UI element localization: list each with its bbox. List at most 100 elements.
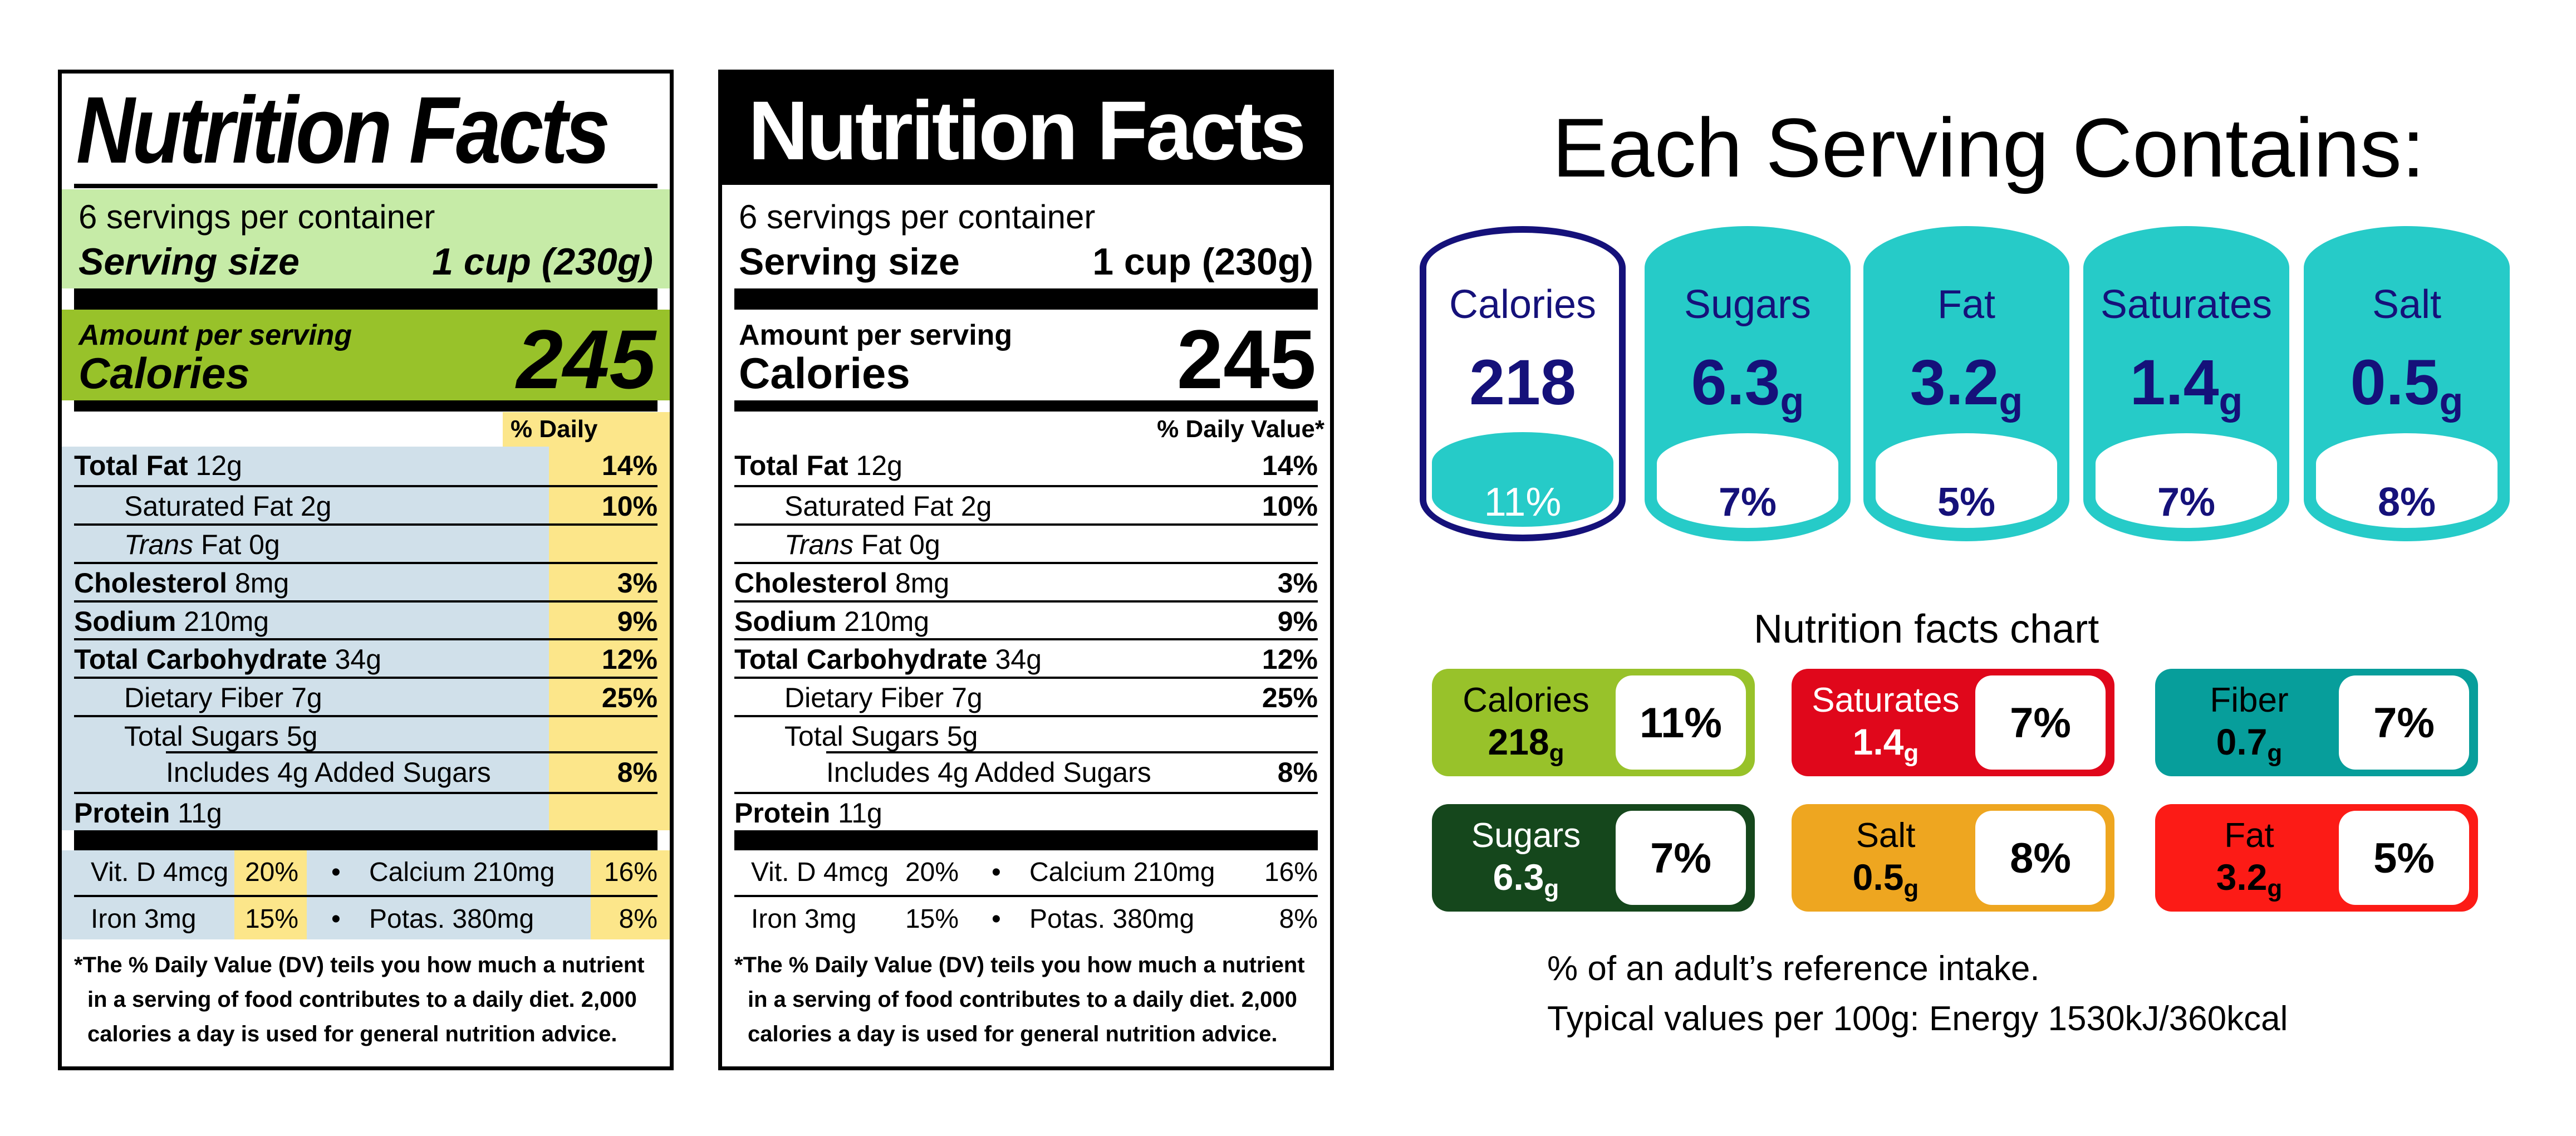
cylinder-value: 218 bbox=[1469, 347, 1576, 418]
pill-name: Sugars bbox=[1471, 816, 1581, 855]
cylinder-percent-cap bbox=[2096, 433, 2277, 528]
nutrient-daily-value: 10% bbox=[1262, 490, 1318, 522]
fact-pill-fiber: Fiber 0.7g 7% bbox=[2155, 669, 2478, 776]
footnote-line: *The % Daily Value (DV) teils you how mu… bbox=[734, 953, 1305, 977]
nutrient-row: Dietary Fiber 7g 25% bbox=[734, 677, 1318, 715]
vitamin-daily-value: 15% bbox=[905, 904, 959, 934]
pill-percent: 11% bbox=[1640, 699, 1722, 747]
cylinder-name: Calories bbox=[1449, 282, 1597, 327]
nutrient-name-bold: Protein bbox=[734, 797, 831, 829]
nutrient-row: Dietary Fiber 7g 25% bbox=[74, 677, 658, 715]
cylinder-value: 0.5g bbox=[2350, 347, 2464, 423]
cylinder-name: Saturates bbox=[2100, 282, 2273, 327]
vitamin-daily-value: 20% bbox=[244, 858, 299, 887]
daily-value-header: % Daily Value* bbox=[503, 412, 670, 477]
pill-percent: 5% bbox=[2373, 835, 2435, 882]
nutrient-name-italic: Trans bbox=[784, 528, 854, 560]
bullet-icon: • bbox=[992, 904, 1001, 934]
mineral-daily-value: 16% bbox=[603, 858, 658, 887]
footnote-line: *The % Daily Value (DV) teils you how mu… bbox=[74, 953, 645, 977]
cylinder-unit: g bbox=[2439, 379, 2464, 423]
nutrient-daily-value: 25% bbox=[601, 682, 658, 714]
nutrient-name: Sodium 210mg bbox=[74, 605, 269, 637]
serving-cylinder-calories: Calories 218 11% bbox=[1420, 226, 1626, 541]
pill-value: 0.7g bbox=[2216, 721, 2283, 767]
pill-name: Saturates bbox=[1812, 681, 1960, 719]
nutrient-name: Saturated Fat 2g bbox=[784, 490, 992, 522]
vitamin-row: Vit. D 4mcg 20% • Calcium 210mg 16% bbox=[74, 850, 658, 895]
pill-percent-box bbox=[2339, 675, 2469, 770]
pill-unit: g bbox=[1544, 875, 1559, 902]
footnote-line: calories a day is used for general nutri… bbox=[748, 1022, 1278, 1046]
divider bbox=[74, 184, 658, 188]
pill-value: 218g bbox=[1488, 721, 1564, 767]
nutrient-daily-value: 12% bbox=[601, 644, 658, 675]
amount-per-serving: Amount per serving bbox=[78, 319, 352, 351]
fact-pill-calories: Calories 218g 11% bbox=[1432, 669, 1755, 776]
vitamin-row: Iron 3mg 15% • Potas. 380mg 8% bbox=[734, 895, 1318, 939]
serving-cylinder-fat: Fat 3.2g 5% bbox=[1863, 226, 2069, 541]
serving-info: 6 servings per container Serving size 1 c… bbox=[62, 189, 670, 288]
nutrient-row: Cholesterol 8mg 3% bbox=[74, 561, 658, 600]
facts-chart-title: Nutrition facts chart bbox=[1754, 607, 2099, 652]
fact-pill-sugars: Sugars 6.3g 7% bbox=[1432, 804, 1755, 912]
bullet-icon: • bbox=[331, 858, 341, 887]
pill-percent: 7% bbox=[2373, 699, 2435, 747]
nutrient-daily-value: 9% bbox=[617, 605, 658, 637]
vitamin-rows: Vit. D 4mcg 20% • Calcium 210mg 16% Iron 3mg 1… bbox=[722, 850, 1330, 939]
calories-section: Amount per serving Calories 245 bbox=[62, 310, 670, 401]
vitamin-name: Iron 3mg bbox=[91, 904, 197, 934]
nutrient-daily-value: 3% bbox=[1277, 567, 1318, 599]
pill-percent: 8% bbox=[2010, 835, 2071, 882]
pill-value: 6.3g bbox=[1493, 856, 1559, 902]
label-title: Nutrition Facts bbox=[76, 77, 610, 183]
typical-values-note: Typical values per 100g: Energy 1530kJ/3… bbox=[1547, 1000, 2288, 1038]
nutrient-row: Total Sugars 5g bbox=[74, 715, 658, 753]
cylinder-percent: 8% bbox=[2377, 480, 2436, 525]
footnote: *The % Daily Value (DV) teils you how mu… bbox=[734, 948, 1318, 1051]
mineral-name: Potas. 380mg bbox=[1029, 904, 1195, 934]
amount-per-serving: Amount per serving bbox=[739, 319, 1013, 351]
pill-value: 1.4g bbox=[1852, 721, 1919, 767]
serving-cylinder-salt: Salt 0.5g 8% bbox=[2304, 226, 2510, 541]
vitamin-daily-value: 15% bbox=[244, 904, 299, 934]
pill-name: Calories bbox=[1463, 681, 1589, 719]
nutrient-name-bold: Total Fat bbox=[734, 450, 848, 481]
pill-name: Fiber bbox=[2210, 681, 2289, 719]
nutrient-rows: Total Fat 12g 14% Saturated Fat 2g 10% Trans… bbox=[722, 447, 1330, 830]
cylinder-unit: g bbox=[2219, 379, 2243, 423]
nutrient-name: Protein 11g bbox=[74, 797, 222, 829]
pill-percent-box bbox=[1975, 675, 2106, 770]
cylinder-name: Salt bbox=[2372, 282, 2442, 327]
nutrient-row: Total Sugars 5g bbox=[734, 715, 1318, 753]
calories-label: Calories bbox=[739, 349, 910, 398]
nutrient-row: Protein 11g bbox=[734, 792, 1318, 830]
pill-name: Fat bbox=[2224, 816, 2274, 855]
pill-unit: g bbox=[1903, 740, 1919, 767]
serving-size-value: 1 cup (230g) bbox=[1092, 241, 1313, 283]
nutrient-name: Sodium 210mg bbox=[734, 605, 930, 637]
nutrient-daily-value: 8% bbox=[1277, 757, 1318, 789]
mineral-daily-value: 8% bbox=[619, 904, 658, 934]
cylinder-percent: 5% bbox=[1937, 480, 1996, 525]
row-divider bbox=[826, 751, 1318, 754]
nutrient-name: Dietary Fiber 7g bbox=[124, 682, 322, 714]
nutrient-row: Total Carbohydrate 34g 12% bbox=[74, 638, 658, 677]
daily-value-header: % Daily Value* bbox=[1157, 415, 1324, 443]
cylinder-percent: 7% bbox=[2157, 480, 2216, 525]
divider-thick bbox=[74, 830, 658, 850]
nutrient-row: Includes 4g Added Sugars 8% bbox=[74, 751, 658, 792]
nutrient-name-bold: Cholesterol bbox=[74, 567, 228, 599]
calories-label: Calories bbox=[78, 349, 250, 398]
serving-size-label: Serving size bbox=[78, 241, 300, 283]
vitamin-rows: Vit. D 4mcg 20% • Calcium 210mg 16% Iron 3mg 1… bbox=[62, 850, 670, 939]
pill-unit: g bbox=[2267, 740, 2283, 767]
bullet-icon: • bbox=[331, 904, 341, 934]
bullet-icon: • bbox=[992, 858, 1001, 887]
nutrient-row: Protein 11g bbox=[74, 792, 658, 830]
fact-pill-saturates: Saturates 1.4g 7% bbox=[1792, 669, 2114, 776]
serving-size-value: 1 cup (230g) bbox=[432, 241, 653, 283]
cylinder-unit: g bbox=[1999, 379, 2023, 423]
nutrient-daily-value: 3% bbox=[617, 567, 658, 599]
nutrient-name: Includes 4g Added Sugars bbox=[166, 757, 491, 789]
